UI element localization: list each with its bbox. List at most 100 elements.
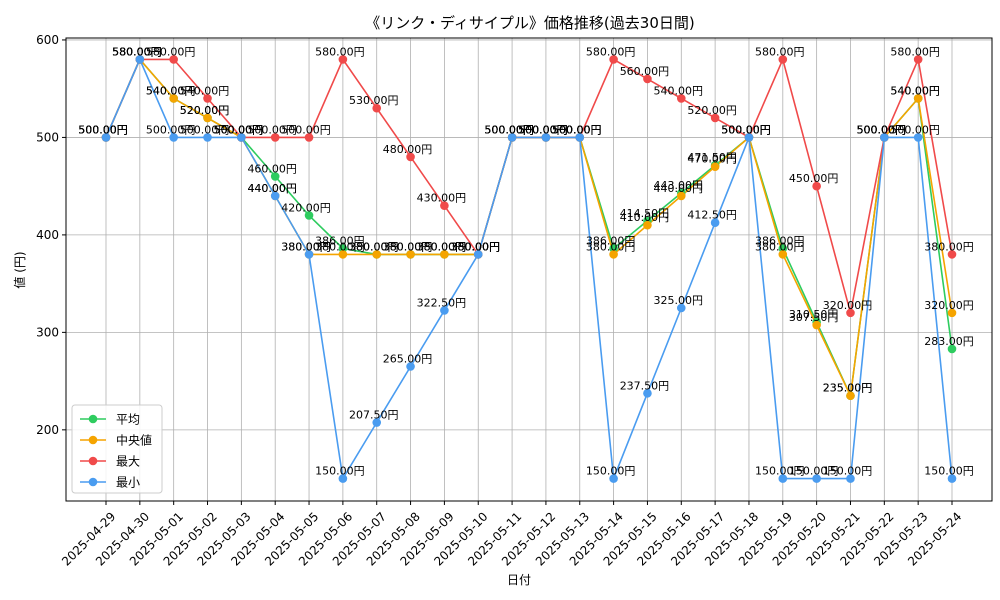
data-point <box>609 55 618 64</box>
data-label: 500.00円 <box>890 123 940 136</box>
data-point <box>304 250 314 259</box>
data-label: 410.00円 <box>620 211 670 224</box>
data-point <box>406 250 415 259</box>
data-point <box>676 191 686 201</box>
data-label: 310.50円 <box>789 308 839 321</box>
legend-marker <box>88 435 98 445</box>
data-label: 443.00円 <box>654 179 704 192</box>
data-label: 480.00円 <box>383 143 433 156</box>
data-point <box>203 94 212 103</box>
data-label: 380.00円 <box>349 240 399 253</box>
data-label: 580.00円 <box>112 45 162 58</box>
data-label: 237.50円 <box>620 379 670 392</box>
data-label: 265.00円 <box>383 352 433 365</box>
data-label: 460.00円 <box>247 162 297 175</box>
data-label: 320.00円 <box>924 299 974 312</box>
data-label: 500.00円 <box>214 123 264 136</box>
data-label: 580.00円 <box>146 45 196 58</box>
data-point <box>575 133 585 142</box>
legend-label: 平均 <box>116 413 140 427</box>
data-label: 500.00円 <box>78 123 128 136</box>
data-label: 380.00円 <box>281 240 331 253</box>
data-label: 380.00円 <box>383 240 433 253</box>
data-label: 540.00円 <box>146 84 196 97</box>
data-point <box>676 94 686 103</box>
data-label: 150.00円 <box>789 465 839 478</box>
data-point <box>338 55 348 64</box>
data-label: 520.00円 <box>180 104 230 117</box>
data-point <box>169 55 178 64</box>
data-label: 380.00円 <box>349 240 399 253</box>
data-label: 380.00円 <box>383 240 433 253</box>
data-label: 500.00円 <box>857 123 907 136</box>
data-label: 500.00円 <box>214 123 264 136</box>
data-point <box>440 306 449 315</box>
data-point <box>947 308 957 318</box>
data-label: 420.00円 <box>281 201 331 214</box>
data-point <box>947 344 957 354</box>
data-point <box>372 103 382 113</box>
legend-label: 最大 <box>116 455 140 469</box>
data-point <box>710 162 720 171</box>
data-label: 580.00円 <box>755 45 805 58</box>
data-label: 150.00円 <box>823 465 873 478</box>
data-label: 540.00円 <box>654 84 704 97</box>
data-point <box>507 133 517 142</box>
data-label: 320.00円 <box>823 299 873 312</box>
data-label: 500.00円 <box>146 123 196 136</box>
data-label: 500.00円 <box>552 123 602 136</box>
data-point <box>710 218 720 228</box>
data-label: 580.00円 <box>112 45 162 58</box>
data-point <box>744 133 754 142</box>
data-point <box>304 133 314 142</box>
data-label: 500.00円 <box>552 123 602 136</box>
data-point <box>372 418 382 427</box>
data-point <box>169 133 178 142</box>
data-point <box>338 474 348 483</box>
data-label: 500.00円 <box>721 123 771 136</box>
y-tick-label: 300 <box>36 325 59 339</box>
legend-marker <box>88 414 98 424</box>
data-label: 386.00円 <box>586 235 636 248</box>
data-label: 500.00円 <box>180 123 230 136</box>
data-label: 150.00円 <box>315 465 365 478</box>
data-label: 450.00円 <box>789 172 839 185</box>
data-point <box>372 250 382 259</box>
data-point <box>338 250 348 259</box>
y-axis-ticks: 200 300 400 500 600 <box>36 33 66 437</box>
data-point <box>947 474 957 483</box>
data-point <box>846 391 855 401</box>
data-point <box>101 133 111 142</box>
data-label: 520.00円 <box>687 104 737 117</box>
data-point <box>846 474 855 483</box>
data-point <box>643 74 652 84</box>
series-group <box>101 55 957 483</box>
data-label: 500.00円 <box>857 123 907 136</box>
y-tick-label: 500 <box>36 130 59 144</box>
data-point <box>406 362 415 371</box>
data-label: 325.00円 <box>654 294 704 307</box>
data-label: 322.50円 <box>417 296 467 309</box>
data-label: 500.00円 <box>518 123 568 136</box>
data-label: 380.00円 <box>450 240 500 253</box>
data-label: 235.00円 <box>823 382 873 395</box>
data-label: 440.00円 <box>247 182 297 195</box>
data-label: 380.00円 <box>755 240 805 253</box>
data-label: 580.00円 <box>112 45 162 58</box>
data-point <box>169 94 178 103</box>
y-tick-label: 600 <box>36 33 59 47</box>
data-label: 500.00円 <box>214 123 264 136</box>
data-label: 500.00円 <box>518 123 568 136</box>
data-label: 380.00円 <box>450 240 500 253</box>
legend-label: 中央値 <box>116 433 152 448</box>
data-point <box>304 211 314 220</box>
data-label: 500.00円 <box>552 123 602 136</box>
data-label: 470.00円 <box>687 153 737 166</box>
data-label: 500.00円 <box>247 123 297 136</box>
data-label: 500.00円 <box>721 123 771 136</box>
data-point <box>135 55 145 64</box>
data-label: 500.00円 <box>484 123 534 136</box>
